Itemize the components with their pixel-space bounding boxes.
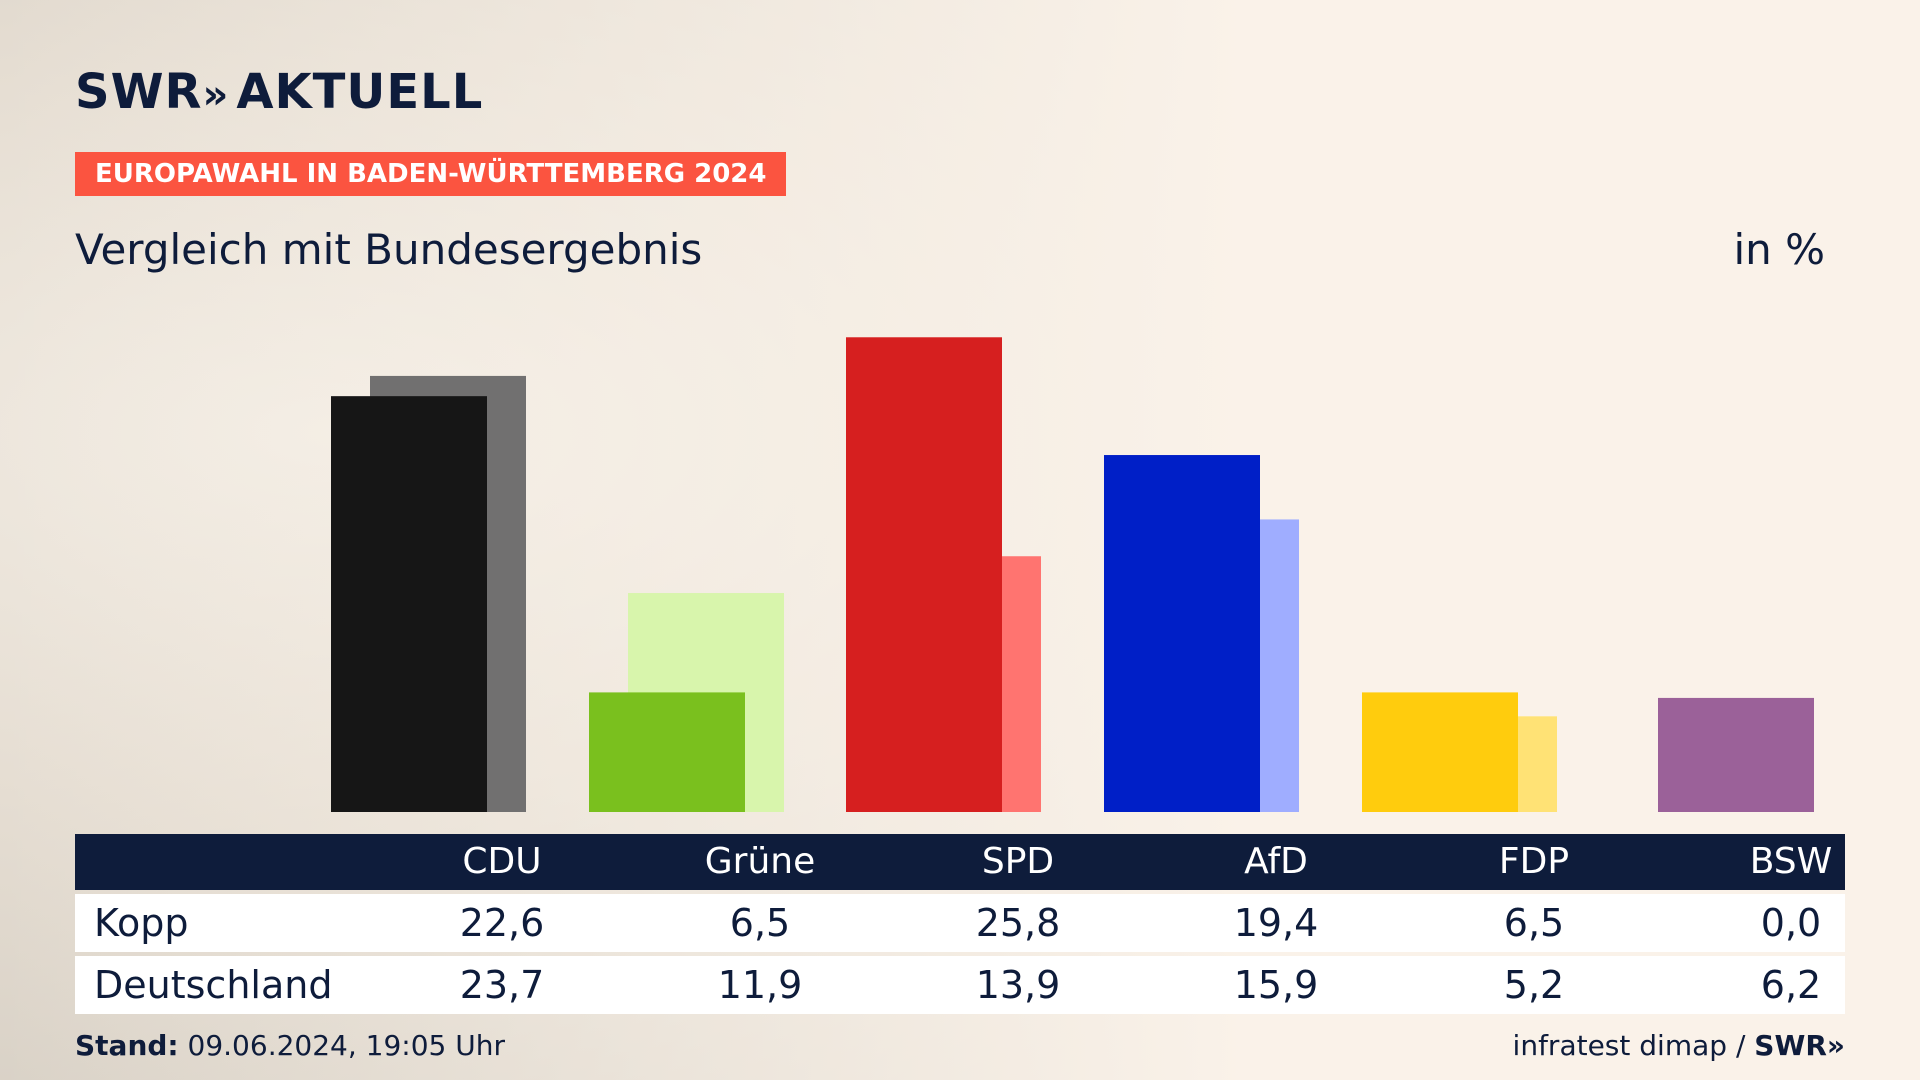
table-cell: 25,8 xyxy=(975,901,1061,945)
bar-kopp-grne xyxy=(589,692,745,812)
row-label: Deutschland xyxy=(94,963,333,1007)
source-separator: / xyxy=(1735,1029,1746,1062)
unit-label: in % xyxy=(1733,225,1825,274)
logo-product: AKTUELL xyxy=(236,64,484,120)
table-cell: 6,5 xyxy=(1503,901,1565,945)
column-header: Grüne xyxy=(704,841,816,882)
source-brand: SWR xyxy=(1754,1029,1827,1062)
swr-aktuell-logo: SWR» AKTUELL xyxy=(75,64,483,123)
table-cell: 22,6 xyxy=(459,901,545,945)
stand-value: 09.06.2024, 19:05 Uhr xyxy=(187,1029,505,1062)
election-badge: EUROPAWAHL IN BADEN-WÜRTTEMBERG 2024 xyxy=(75,152,787,196)
table-cell: 0,0 xyxy=(1760,901,1822,945)
column-header: AfD xyxy=(1244,841,1308,882)
table-cell: 11,9 xyxy=(717,963,803,1007)
table-cell: 15,9 xyxy=(1233,963,1319,1007)
bar-kopp-fdp xyxy=(1362,692,1518,812)
source-credit: infratest dimap / SWR» xyxy=(1513,1028,1845,1064)
source-chevrons-icon: » xyxy=(1826,1029,1845,1062)
table-cell: 5,2 xyxy=(1503,963,1565,1007)
table-row-deutschland: Deutschland 23,7 11,9 13,9 15,9 5,2 6,2 xyxy=(75,956,1845,1014)
table-cell: 6,2 xyxy=(1760,963,1822,1007)
table-cell: 6,5 xyxy=(729,901,791,945)
table-cell: 23,7 xyxy=(459,963,545,1007)
stand-label: Stand: xyxy=(75,1029,179,1062)
table-cell: 19,4 xyxy=(1233,901,1319,945)
bar-kopp-cdu xyxy=(331,396,487,812)
results-table: CDU Grüne SPD AfD FDP BSW Kopp 22,6 6,5 25,8 19,… xyxy=(75,834,1845,1014)
bar-deutschland-bsw xyxy=(1658,697,1814,812)
bar-kopp-spd xyxy=(846,337,1002,812)
table-cell: 13,9 xyxy=(975,963,1061,1007)
column-header: CDU xyxy=(462,841,542,882)
column-header: BSW xyxy=(1749,841,1833,882)
bar-kopp-afd xyxy=(1104,455,1260,812)
table-header: CDU Grüne SPD AfD FDP BSW xyxy=(75,834,1845,890)
source-name: infratest dimap xyxy=(1512,1029,1728,1062)
table-row-kopp: Kopp 22,6 6,5 25,8 19,4 6,5 0,0 xyxy=(75,894,1845,952)
column-header: FDP xyxy=(1498,841,1570,882)
timestamp: Stand: 09.06.2024, 19:05 Uhr xyxy=(75,1028,505,1064)
chart-subtitle: Vergleich mit Bundesergebnis xyxy=(75,225,703,274)
row-label: Kopp xyxy=(94,901,189,945)
column-header: SPD xyxy=(981,841,1055,882)
logo-brand: SWR xyxy=(75,64,203,120)
